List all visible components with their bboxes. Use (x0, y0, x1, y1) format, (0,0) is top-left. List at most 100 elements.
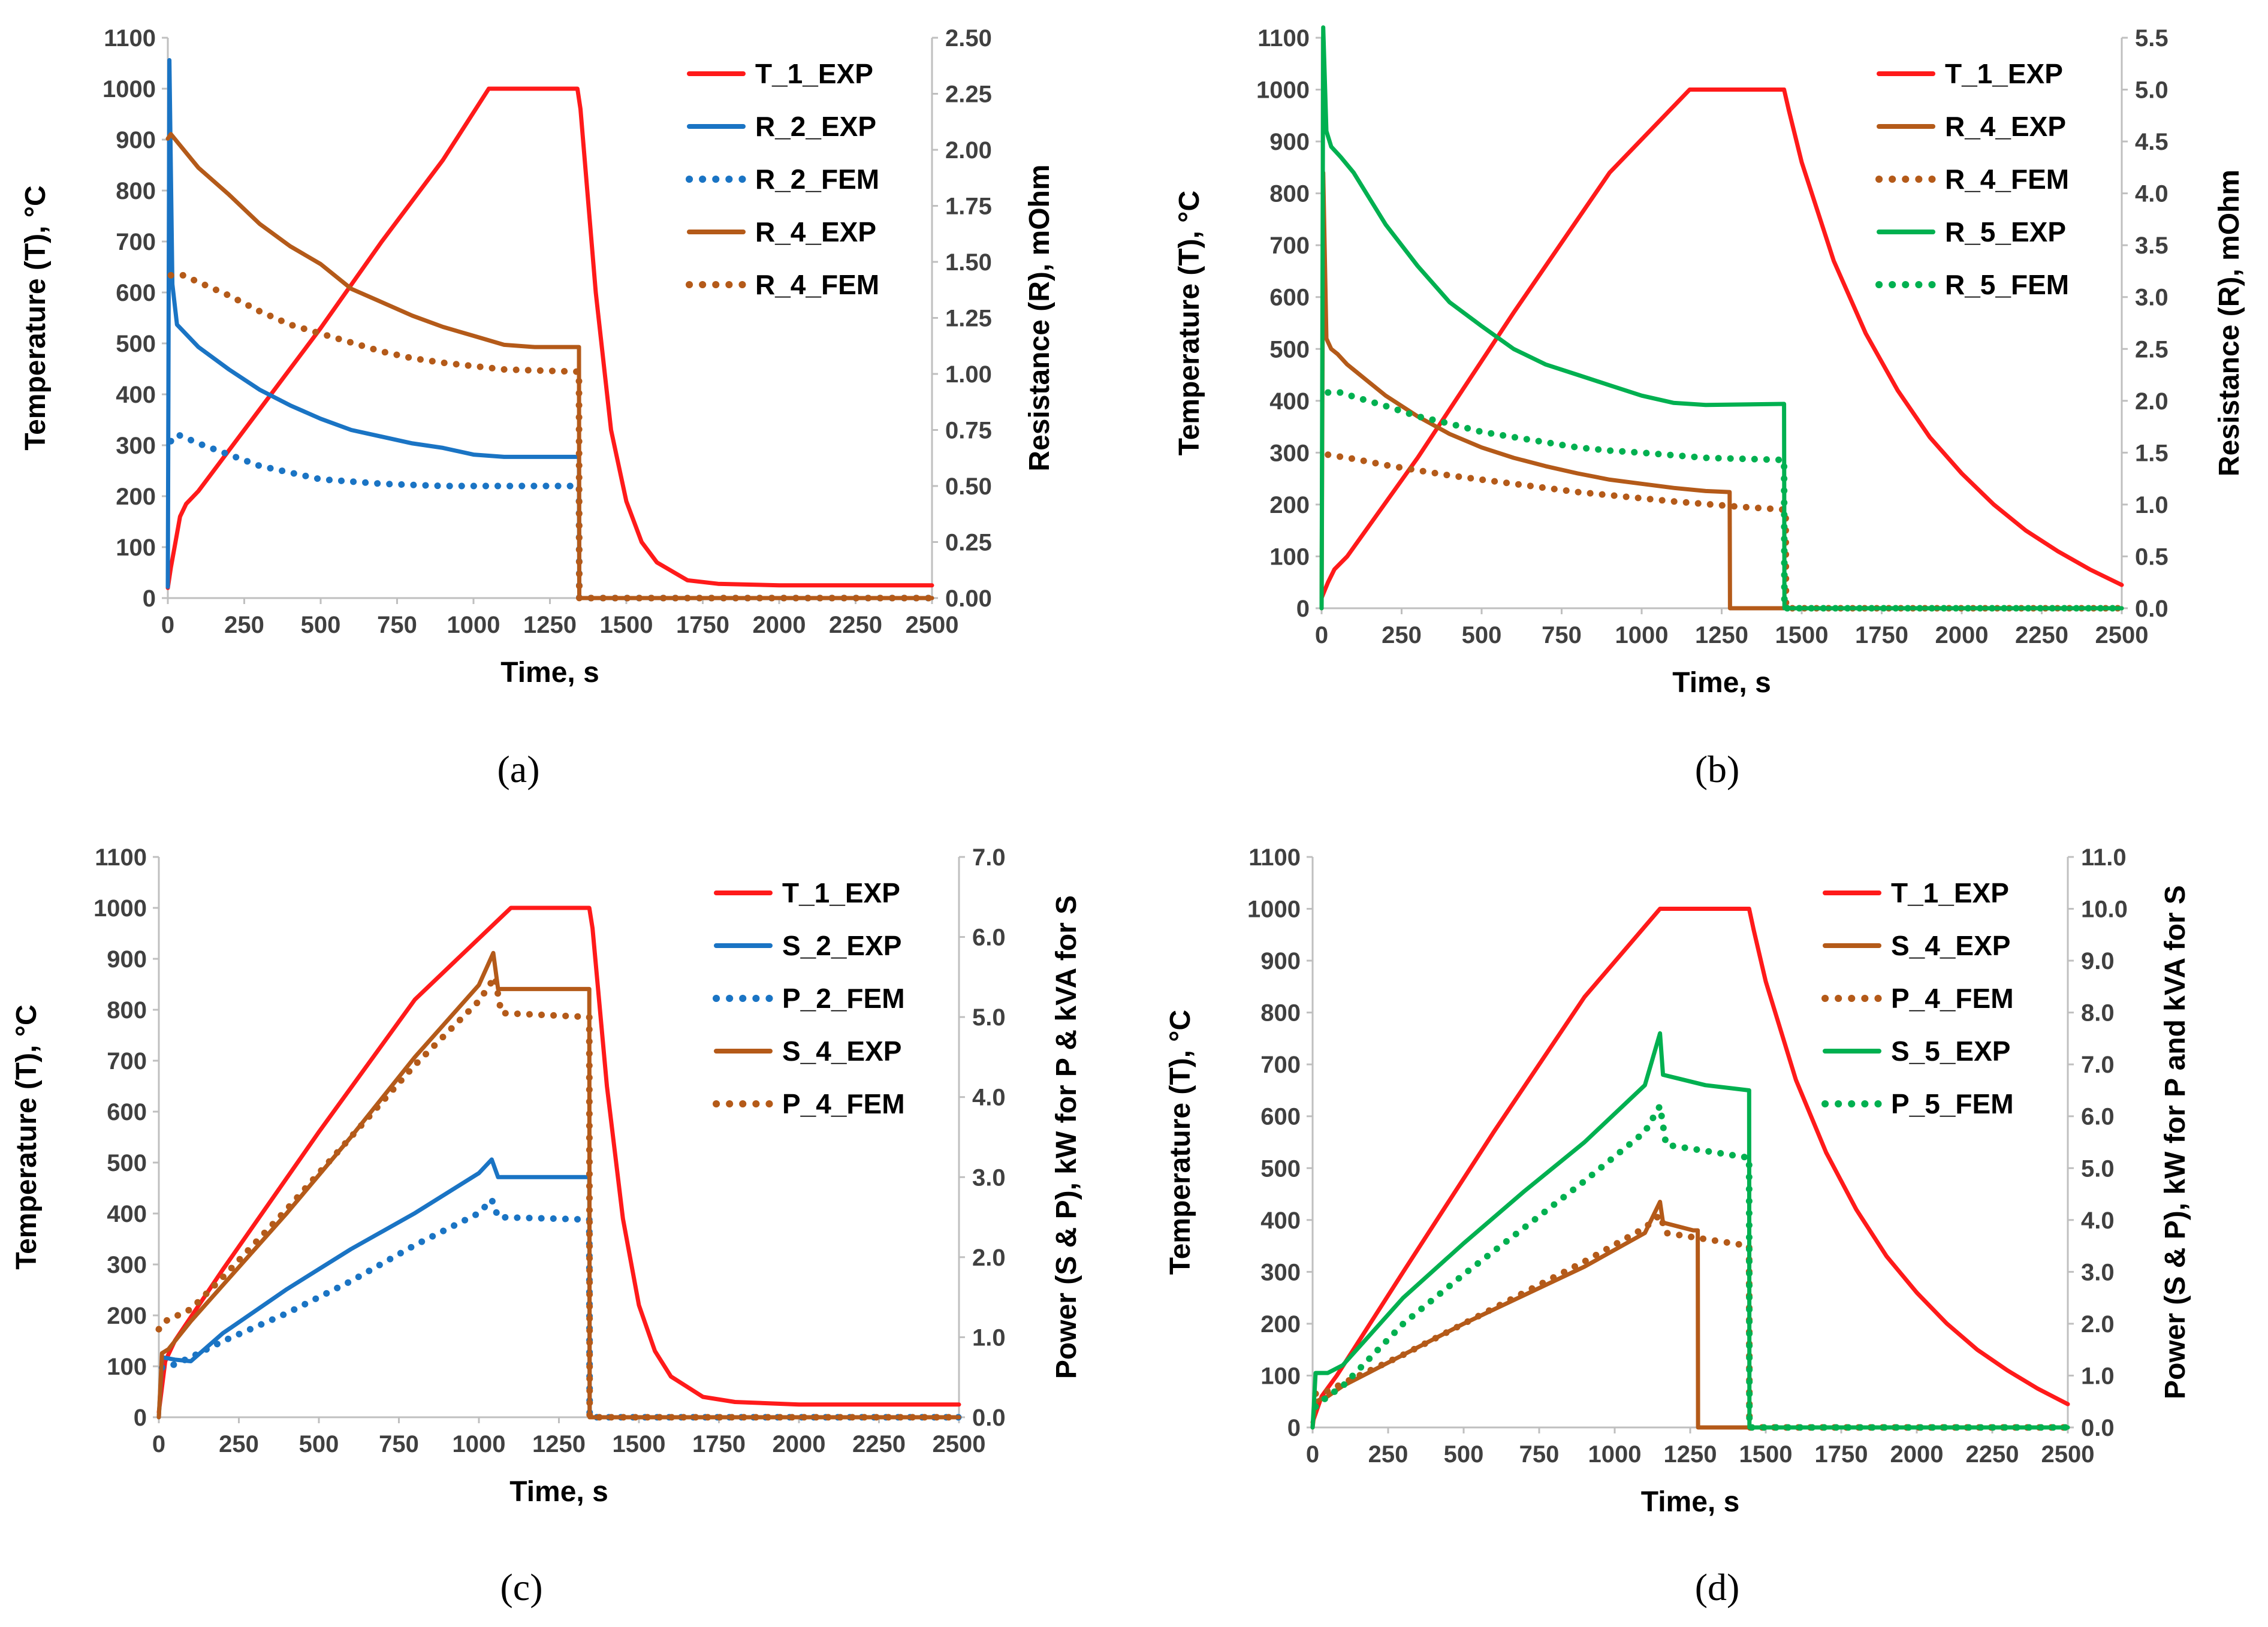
series-line-r-2-exp (165, 58, 934, 600)
x-tick-label: 1750 (692, 1431, 746, 1457)
x-axis-label: Time, s (1672, 667, 1771, 699)
x-axis-label: Time, s (500, 657, 599, 689)
y2-tick-label: 1.50 (945, 249, 992, 276)
series-line-r-2-fem (167, 431, 936, 602)
y2-tick-label: 2.0 (972, 1245, 1006, 1271)
series-line-t-1-exp (165, 86, 934, 590)
y-tick-label: 500 (1260, 1155, 1301, 1182)
y-axis-label: Temperature (T), °C (1165, 1010, 1196, 1275)
y2-tick-label: 2.50 (945, 25, 992, 52)
y-tick-label: 500 (116, 331, 156, 357)
y-tick-label: 0 (134, 1405, 147, 1431)
legend-entry: P_2_FEM (782, 983, 905, 1014)
y2-tick-label: 2.0 (2135, 388, 2169, 415)
y2-tick-label: 0.00 (945, 585, 992, 612)
x-tick-label: 1250 (523, 612, 577, 638)
y-tick-label: 1000 (1256, 77, 1310, 104)
series-line-t-1-exp (1319, 87, 2124, 600)
x-tick-label: 2250 (1966, 1441, 2019, 1468)
y2-tick-label: 2.00 (945, 137, 992, 164)
y2-tick-label: 2.0 (2081, 1311, 2115, 1338)
x-tick-label: 500 (299, 1431, 339, 1457)
series-line-r-4-fem (1325, 451, 2125, 612)
y-tick-label: 800 (116, 178, 156, 204)
legend-entry: T_1_EXP (782, 877, 900, 908)
legend-entry: T_1_EXP (1945, 58, 2063, 89)
series-line-p-4-fem (1312, 1211, 2071, 1431)
x-tick-label: 2250 (852, 1431, 906, 1457)
y-tick-label: 800 (1260, 1000, 1301, 1027)
y2-tick-label: 5.0 (2135, 77, 2169, 104)
x-tick-label: 1250 (1695, 622, 1748, 648)
series-line-s-4-exp (156, 950, 961, 1420)
chart-panel-a: 0 250 500 750 1000 1250 1500 1750 2000 2250 2500 0 1… (20, 25, 1055, 790)
y2-tick-label: 1.25 (945, 306, 992, 332)
x-tick-label: 250 (224, 612, 264, 638)
series-line-r-4-exp (1319, 170, 2124, 611)
y-tick-label: 1000 (102, 76, 156, 102)
x-tick-label: 2250 (829, 612, 882, 638)
x-tick-label: 500 (301, 612, 341, 638)
x-tick-label: 250 (219, 1431, 259, 1457)
x-tick-label: 2000 (753, 612, 806, 638)
legend-entry: R_2_EXP (755, 111, 876, 142)
x-tick-label: 1750 (1855, 622, 1908, 648)
legend-entry: S_4_EXP (782, 1036, 901, 1067)
x-tick-label: 1500 (613, 1431, 666, 1457)
series-line-r-5-fem (1325, 389, 2125, 612)
panel-caption: (c) (500, 1566, 542, 1608)
x-tick-label: 500 (1462, 622, 1502, 648)
series-line-r-5-exp (1319, 25, 2124, 611)
x-axis-label: Time, s (509, 1476, 608, 1508)
y-tick-label: 100 (1269, 544, 1310, 570)
y-tick-label: 1100 (95, 844, 147, 871)
panel-caption: (b) (1695, 748, 1740, 790)
y-tick-label: 1100 (1257, 25, 1310, 52)
y2-tick-label: 0.50 (945, 473, 992, 500)
y2-tick-label: 1.0 (2081, 1363, 2115, 1389)
y2-tick-label: 6.0 (2081, 1104, 2115, 1130)
x-tick-label: 0 (1306, 1441, 1319, 1468)
x-tick-label: 2250 (2015, 622, 2068, 648)
x-tick-label: 1500 (600, 612, 653, 638)
y-tick-label: 700 (107, 1048, 147, 1074)
y2-tick-label: 0.25 (945, 530, 992, 556)
x-tick-label: 0 (152, 1431, 165, 1457)
y-tick-label: 100 (1260, 1363, 1301, 1389)
y2-axis-label: Resistance (R), mOhm (1024, 164, 1055, 471)
y-tick-label: 300 (1269, 440, 1310, 466)
y2-tick-label: 0.0 (972, 1405, 1006, 1431)
y-tick-label: 1000 (1247, 896, 1301, 923)
y2-tick-label: 4.0 (2081, 1208, 2115, 1234)
y-tick-label: 200 (1260, 1311, 1301, 1338)
y2-tick-label: 3.0 (2135, 285, 2169, 311)
x-tick-label: 1750 (676, 612, 729, 638)
x-tick-label: 1500 (1775, 622, 1829, 648)
x-tick-label: 1750 (1815, 1441, 1868, 1468)
y-tick-label: 500 (1269, 336, 1310, 363)
y-tick-label: 200 (116, 484, 156, 510)
series-line-t-1-exp (156, 905, 961, 1414)
legend-entry: R_2_FEM (755, 164, 879, 195)
y-tick-label: 200 (107, 1303, 147, 1329)
x-tick-label: 2500 (933, 1431, 986, 1457)
y2-tick-label: 6.0 (972, 925, 1006, 951)
y-tick-label: 0 (1296, 596, 1310, 622)
x-tick-label: 2500 (2095, 622, 2149, 648)
y-tick-label: 600 (1260, 1104, 1301, 1130)
y-tick-label: 600 (116, 280, 156, 306)
y2-tick-label: 1.5 (2135, 440, 2169, 466)
y-tick-label: 800 (1269, 181, 1310, 207)
chart-panel-d: 0 250 500 750 1000 1250 1500 1750 2000 2250 2500 0 1… (1165, 844, 2191, 1608)
y-tick-label: 300 (107, 1252, 147, 1278)
y2-tick-label: 5.5 (2135, 25, 2169, 52)
y-tick-label: 900 (107, 946, 147, 973)
chart-panel-c: 0 250 500 750 1000 1250 1500 1750 2000 2250 2500 0 1… (11, 844, 1082, 1608)
legend-entry: R_4_EXP (1945, 111, 2066, 142)
panel-caption: (a) (497, 748, 539, 790)
legend-entry: T_1_EXP (755, 58, 873, 89)
chart-panel-b: 0 250 500 750 1000 1250 1500 1750 2000 2250 2500 0 1… (1174, 25, 2245, 790)
x-tick-label: 0 (1315, 622, 1328, 648)
y2-tick-label: 8.0 (2081, 1000, 2115, 1027)
